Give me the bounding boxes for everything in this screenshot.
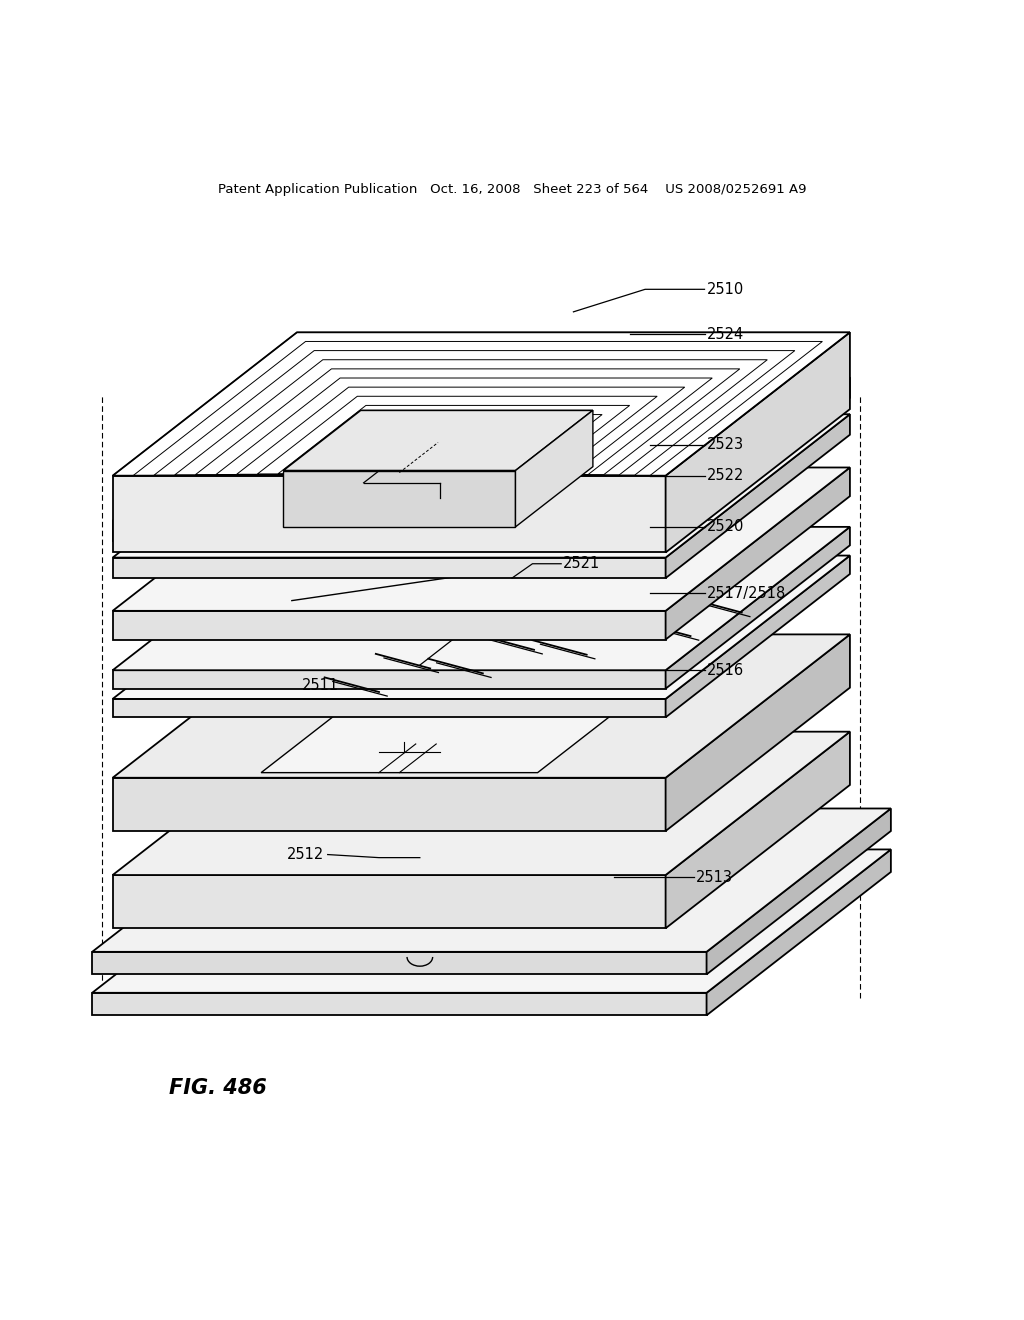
Polygon shape [113, 635, 850, 777]
Polygon shape [666, 527, 850, 689]
Polygon shape [666, 414, 850, 578]
Polygon shape [113, 378, 850, 520]
Polygon shape [92, 850, 891, 993]
Polygon shape [113, 333, 850, 475]
Polygon shape [113, 777, 666, 832]
Polygon shape [284, 411, 593, 470]
Text: 2511: 2511 [302, 678, 339, 693]
Polygon shape [113, 520, 666, 541]
Polygon shape [707, 850, 891, 1015]
Polygon shape [113, 467, 850, 611]
Text: FIG. 486: FIG. 486 [169, 1078, 266, 1098]
Polygon shape [666, 378, 850, 541]
Polygon shape [92, 993, 707, 1015]
Text: 2516: 2516 [707, 663, 743, 677]
Polygon shape [666, 556, 850, 717]
Polygon shape [113, 414, 850, 557]
Polygon shape [113, 611, 666, 639]
Polygon shape [707, 808, 891, 974]
Polygon shape [284, 470, 515, 527]
Text: 2524: 2524 [707, 327, 743, 342]
Text: 2521: 2521 [563, 556, 600, 572]
Polygon shape [92, 808, 891, 952]
Polygon shape [666, 333, 850, 553]
Text: 2513: 2513 [696, 870, 733, 884]
Polygon shape [113, 698, 666, 717]
Polygon shape [113, 731, 850, 875]
Text: 2520: 2520 [707, 519, 743, 535]
Polygon shape [666, 467, 850, 639]
Polygon shape [92, 952, 707, 974]
Polygon shape [113, 875, 666, 928]
Polygon shape [113, 671, 666, 689]
Polygon shape [113, 475, 666, 553]
Polygon shape [261, 701, 630, 772]
Text: Patent Application Publication   Oct. 16, 2008   Sheet 223 of 564    US 2008/025: Patent Application Publication Oct. 16, … [218, 182, 806, 195]
Polygon shape [113, 556, 850, 698]
Polygon shape [666, 731, 850, 928]
Text: 2523: 2523 [707, 437, 743, 453]
Text: 2517/2518: 2517/2518 [707, 586, 785, 601]
Polygon shape [113, 557, 666, 578]
Text: 2522: 2522 [707, 469, 743, 483]
Polygon shape [515, 411, 593, 527]
Text: 2512: 2512 [287, 847, 324, 862]
Polygon shape [113, 527, 850, 671]
Text: 2510: 2510 [707, 281, 743, 297]
Polygon shape [666, 635, 850, 832]
